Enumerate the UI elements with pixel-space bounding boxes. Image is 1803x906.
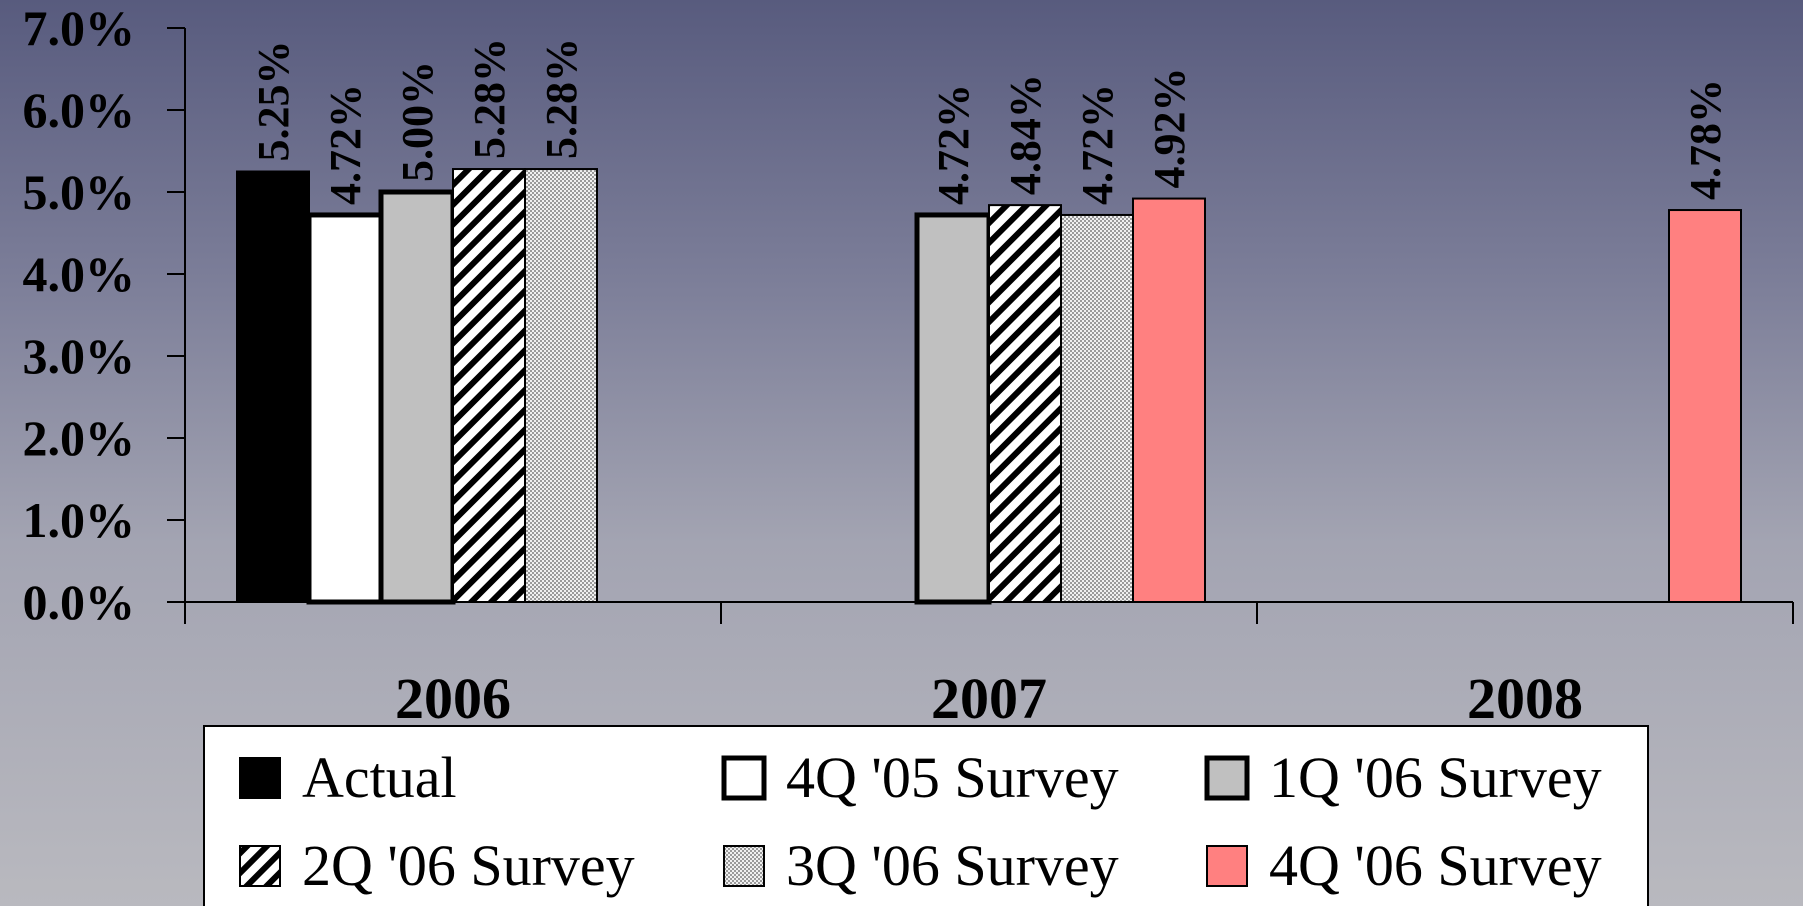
data-label: 5.28% [465, 38, 514, 159]
legend-swatch [1204, 755, 1250, 801]
legend-swatch [1206, 845, 1248, 887]
legend-box [203, 725, 1649, 906]
y-tick-label: 6.0% [23, 82, 136, 138]
legend: Actual 4Q '05 Survey 1Q '06 Survey 2Q '06 S… [203, 725, 1649, 906]
legend-label: Actual [302, 745, 457, 810]
y-tick-label: 1.0% [23, 492, 136, 548]
bars [236, 168, 1742, 605]
data-label: 4.92% [1145, 68, 1194, 189]
y-tick-label: 5.0% [23, 164, 136, 220]
legend-label: 4Q '05 Survey [786, 745, 1119, 810]
legend-swatch [723, 845, 765, 887]
data-label: 5.00% [393, 61, 442, 182]
y-tick-label: 7.0% [23, 0, 136, 56]
legend-label: 4Q '06 Survey [1269, 833, 1602, 898]
data-labels: 5.25% 4.72% 5.00% 5.28% 5.28% 4.72% 4.84% 4.72%… [249, 38, 1730, 205]
legend-swatch [239, 757, 281, 799]
bar [452, 168, 526, 603]
y-tick-label: 0.0% [23, 574, 136, 630]
data-label: 4.72% [929, 84, 978, 205]
data-label: 5.25% [249, 41, 298, 162]
bar [1132, 197, 1206, 603]
data-label: 4.84% [1001, 74, 1050, 195]
bar [1060, 213, 1134, 604]
axes: 0.0% 1.0% 2.0% 3.0% 4.0% 5.0% 6.0% 7.0% 2006 2007… [23, 0, 1794, 731]
x-category-label: 2007 [931, 666, 1047, 731]
legend-label: 3Q '06 Survey [786, 833, 1119, 898]
y-tick-label: 2.0% [23, 410, 136, 466]
legend-swatch [721, 755, 767, 801]
bar [236, 170, 310, 603]
legend-swatch [239, 845, 281, 887]
bar [524, 168, 598, 603]
bar [1668, 209, 1742, 603]
y-tick-label: 4.0% [23, 246, 136, 302]
legend-label: 1Q '06 Survey [1269, 745, 1602, 810]
data-label: 4.72% [1073, 84, 1122, 205]
legend-label: 2Q '06 Survey [302, 833, 635, 898]
data-label: 4.72% [321, 84, 370, 205]
x-category-label: 2008 [1467, 666, 1583, 731]
y-tick-label: 3.0% [23, 328, 136, 384]
data-label: 5.28% [537, 38, 586, 159]
data-label: 4.78% [1681, 79, 1730, 200]
bar [988, 204, 1062, 603]
x-category-label: 2006 [395, 666, 511, 731]
bar [914, 212, 992, 605]
bar [378, 189, 456, 605]
bar [306, 212, 384, 605]
